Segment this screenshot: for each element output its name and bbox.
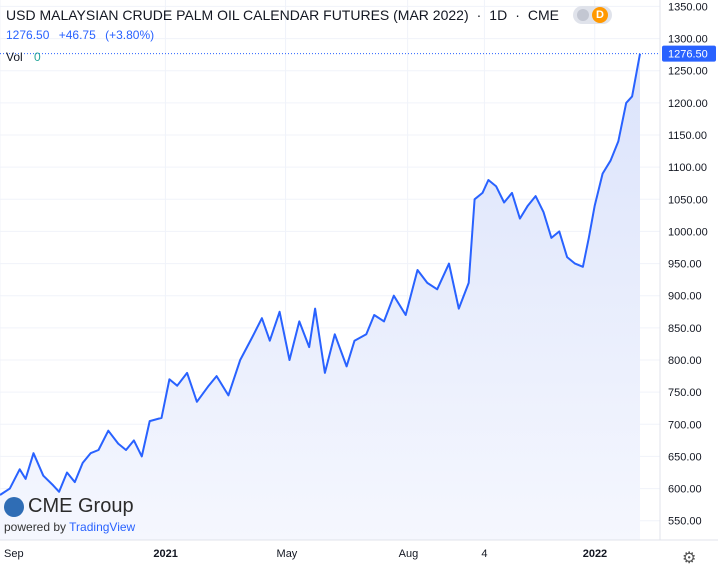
powered-by-label: powered by — [4, 520, 67, 534]
tradingview-link[interactable]: TradingView — [69, 520, 136, 534]
status-dot-icon — [577, 9, 589, 21]
y-tick-label: 550.00 — [668, 516, 702, 528]
x-tick-label: May — [277, 548, 298, 560]
last-price-label: 1276.50 — [668, 49, 708, 61]
price-change-percent: (+3.80%) — [105, 28, 155, 42]
y-tick-label: 700.00 — [668, 419, 702, 431]
y-tick-label: 1350.00 — [668, 1, 708, 13]
globe-icon — [4, 496, 24, 517]
gear-icon[interactable]: ⚙ — [682, 550, 697, 567]
price-area — [0, 53, 640, 540]
y-tick-label: 1150.00 — [668, 130, 707, 142]
y-tick-label: 850.00 — [668, 323, 702, 335]
interval-label[interactable]: 1D — [489, 7, 508, 23]
price-line — [0, 53, 641, 496]
logo-main: CME Group — [4, 495, 135, 518]
title-row: USD MALAYSIAN CRUDE PALM OIL CALENDAR FU… — [6, 6, 612, 24]
volume-label[interactable]: Vol — [6, 50, 23, 64]
y-tick-label: 1100.00 — [668, 162, 707, 174]
powered-by: powered by TradingView — [4, 520, 135, 534]
legend: USD MALAYSIAN CRUDE PALM OIL CALENDAR FU… — [6, 6, 612, 64]
price-change: +46.75 — [58, 28, 96, 42]
x-axis[interactable]: Sep 2021 May Aug 4 2022 — [0, 539, 718, 560]
x-tick-label: Sep — [4, 548, 24, 560]
volume-value: 0 — [34, 50, 41, 64]
y-tick-label: 1300.00 — [668, 34, 708, 46]
symbol-title[interactable]: USD MALAYSIAN CRUDE PALM OIL CALENDAR FU… — [6, 7, 469, 23]
market-status-pill[interactable]: D — [573, 6, 612, 24]
price-row: 1276.50 +46.75 (+3.80%) — [6, 28, 612, 42]
y-tick-label: 600.00 — [668, 484, 702, 496]
y-tick-label: 900.00 — [668, 291, 702, 303]
y-tick-label: 950.00 — [668, 259, 702, 271]
last-price-tag: 1276.50 — [662, 45, 716, 62]
y-tick-label: 650.00 — [668, 451, 702, 463]
last-price: 1276.50 — [6, 28, 50, 42]
x-tick-label: 2022 — [583, 548, 607, 560]
y-axis[interactable]: 1350.00 1300.00 1250.00 1200.00 1150.00 1100.… — [659, 0, 708, 540]
delayed-badge: D — [592, 7, 608, 23]
y-tick-label: 800.00 — [668, 355, 702, 367]
x-tick-label: 2021 — [153, 548, 177, 560]
exchange-label: CME — [527, 7, 559, 23]
y-tick-label: 1050.00 — [668, 194, 708, 206]
cme-logo[interactable]: CME Group powered by TradingView — [4, 495, 135, 534]
y-tick-label: 1250.00 — [668, 66, 708, 78]
x-tick-label: Aug — [399, 548, 419, 560]
y-tick-label: 750.00 — [668, 387, 702, 399]
logo-text: CME Group — [28, 495, 134, 517]
x-tick-label: 4 — [481, 548, 487, 560]
y-tick-label: 1000.00 — [668, 226, 708, 238]
separator-dot: · — [476, 7, 482, 23]
volume-legend: Vol 0 — [6, 50, 612, 64]
y-tick-label: 1200.00 — [668, 98, 708, 110]
separator-dot: · — [515, 7, 520, 23]
